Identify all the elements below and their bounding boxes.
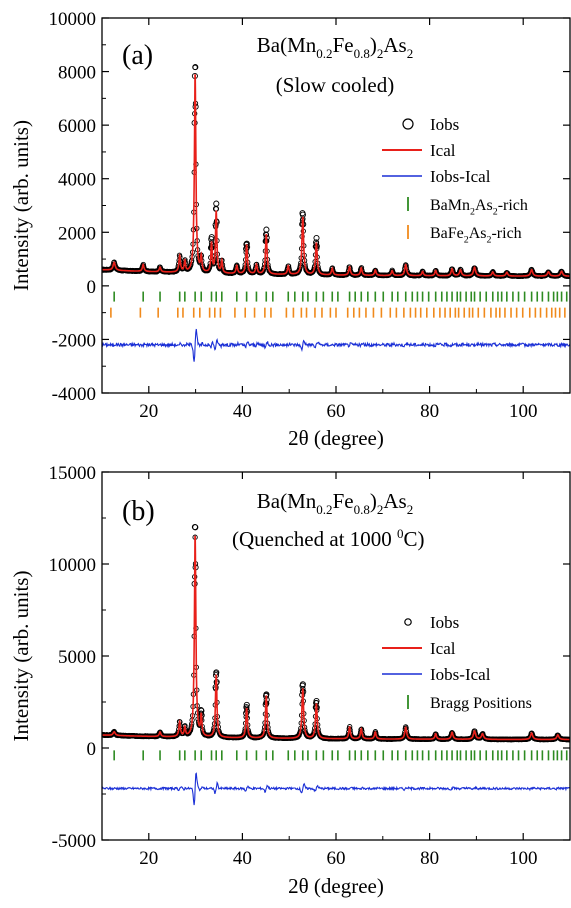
legend-bragg-label-part: 2: [487, 234, 492, 245]
y-tick-label: -4000: [52, 384, 96, 405]
y-tick-label: -5000: [52, 831, 96, 852]
legend-bragg-label-part: 2: [493, 206, 498, 217]
legend-bragg-label-part: 2: [470, 206, 475, 217]
chart-title-part: 0.8: [354, 46, 371, 61]
y-tick-label: 0: [87, 739, 97, 760]
chart-title-part: 2: [407, 502, 414, 517]
legend-diff-label: Iobs-Ical: [430, 665, 491, 684]
legend-bragg-label-part: As: [475, 197, 493, 214]
panel-label: (b): [122, 496, 155, 527]
plot-area: [102, 64, 570, 362]
legend-bragg-label-part: 2: [464, 234, 469, 245]
bragg-set-1: [113, 750, 568, 761]
chart-subtitle: (Slow cooled): [276, 73, 394, 97]
y-tick-label: 5000: [58, 647, 96, 668]
panel-label: (a): [122, 40, 153, 71]
legend: Iobs Ical Iobs-Ical Bragg Positions: [382, 613, 532, 712]
chart-subtitle-part: 0: [397, 526, 404, 541]
chart-title-part: 0.2: [316, 502, 332, 517]
legend-bragg-label-part: BaMn: [430, 197, 470, 214]
legend-bragg-label-part: -rich: [491, 225, 521, 242]
y-tick-label: 2000: [58, 223, 96, 244]
chart-title-part: 0.8: [354, 502, 371, 517]
x-tick-label: 40: [233, 401, 252, 422]
x-tick-label: 80: [420, 401, 439, 422]
y-tick-label: 0: [87, 277, 97, 298]
legend-bragg-label-part: Bragg Positions: [430, 695, 532, 712]
chart-title-part: Fe: [333, 489, 354, 513]
diff-line: [102, 328, 570, 362]
legend-bragg-label: Bragg Positions: [430, 695, 532, 712]
chart-title-part: Fe: [333, 33, 354, 57]
legend-iobs-marker: [402, 118, 414, 130]
y-tick-label: 10000: [49, 9, 97, 30]
legend-bragg-label-part: As: [469, 225, 487, 242]
y-tick-label: 15000: [49, 463, 97, 484]
chart-title: Ba(Mn0.2Fe0.8)2As2: [257, 33, 413, 61]
y-tick-label: -2000: [52, 330, 96, 351]
y-axis-label: Intensity (arb. units): [9, 120, 33, 291]
x-tick-label: 100: [509, 401, 538, 422]
iobs-point: [208, 234, 215, 241]
plot-area: [102, 523, 570, 806]
y-tick-label: 8000: [58, 63, 96, 84]
chart-title: Ba(Mn0.2Fe0.8)2As2: [257, 489, 413, 517]
legend-bragg-label-part: BaFe: [430, 225, 464, 242]
x-axis-label: 2θ (degree): [288, 874, 384, 898]
legend-ical-label: Ical: [430, 141, 456, 160]
bragg-set-1: [113, 291, 568, 302]
x-tick-label: 60: [327, 401, 346, 422]
chart-title-part: Ba(Mn: [257, 489, 317, 513]
y-axis-label: Intensity (arb. units): [9, 571, 33, 742]
chart-title-part: As: [383, 33, 406, 57]
x-tick-label: 20: [139, 401, 158, 422]
iobs-point: [243, 701, 250, 708]
chart-title-part: As: [383, 489, 406, 513]
chart-title-part: 2: [407, 46, 414, 61]
x-tick-label: 100: [509, 848, 538, 869]
chart-panel-a: -4000 -2000 0 2000 4000 6000 8000 10000 20 40 60 80…: [9, 9, 571, 450]
chart-title-part: ): [370, 33, 377, 57]
legend-iobs-marker: [404, 618, 412, 626]
y-tick-label: 4000: [58, 170, 96, 191]
chart-title-part: 2: [377, 46, 384, 61]
iobs-point: [192, 64, 199, 71]
chart-title-part: Ba(Mn: [257, 33, 317, 57]
iobs-point: [313, 234, 320, 242]
legend: IobsIcalIobs-IcalBaMn2As2-richBaFe2As2-r…: [382, 115, 528, 245]
bragg-set-2: [110, 307, 566, 318]
chart-title-part: 0.2: [316, 46, 332, 61]
iobs-point: [213, 200, 220, 207]
legend-ical-label: Ical: [430, 639, 456, 658]
chart-subtitle-part: (Quenched at 1000: [232, 527, 397, 551]
legend-bragg-label: BaFe2As2-rich: [430, 225, 522, 245]
y-tick-label: 10000: [49, 555, 97, 576]
legend-iobs-label: Iobs: [430, 115, 459, 134]
chart-title-part: 2: [377, 502, 384, 517]
x-axis-label: 2θ (degree): [288, 426, 384, 450]
chart-title-part: ): [370, 489, 377, 513]
x-tick-label: 80: [420, 848, 439, 869]
iobs-point: [299, 681, 306, 688]
legend-bragg-label-part: -rich: [498, 197, 528, 214]
diff-line: [102, 772, 570, 806]
chart-subtitle: (Quenched at 1000 0C): [232, 526, 425, 551]
x-tick-label: 20: [139, 848, 158, 869]
legend-iobs-label: Iobs: [430, 613, 459, 632]
y-tick-label: 6000: [58, 116, 96, 137]
iobs-point: [263, 226, 270, 233]
ical-line: [102, 74, 570, 277]
legend-diff-label: Iobs-Ical: [430, 167, 491, 186]
ical-line: [102, 535, 570, 741]
iobs-point: [192, 524, 199, 531]
chart-subtitle-part: C): [404, 527, 425, 551]
legend-bragg-label: BaMn2As2-rich: [430, 197, 528, 217]
x-tick-label: 60: [327, 848, 346, 869]
x-tick-label: 40: [233, 848, 252, 869]
